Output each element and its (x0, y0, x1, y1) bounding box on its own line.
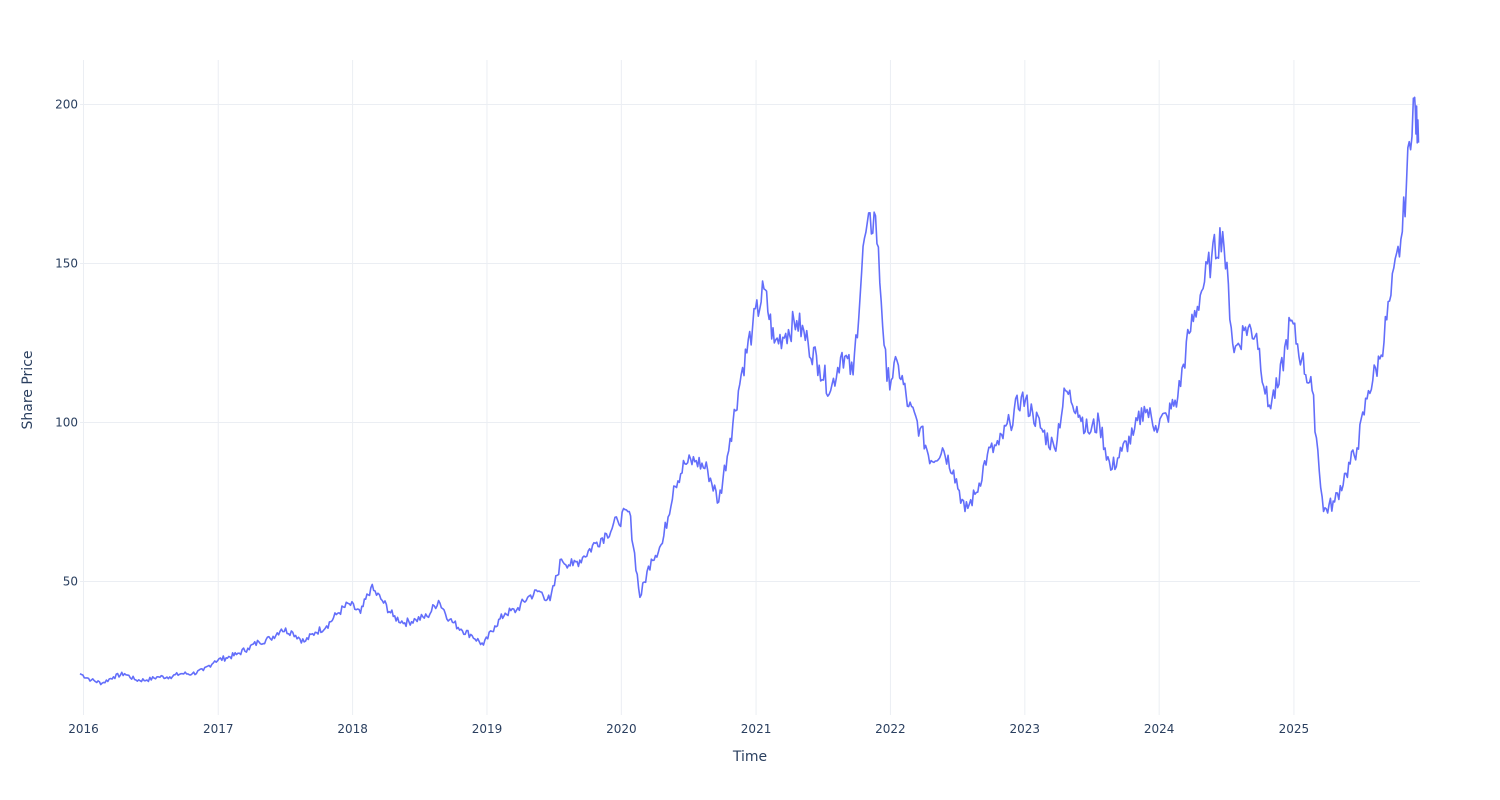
y-tick-label: 150 (55, 256, 78, 270)
x-axis-tick-labels: 2016 2017 2018 2019 2020 2021 2022 2023 2024 2025 (68, 722, 1309, 736)
y-tick-label: 200 (55, 98, 78, 112)
x-tick-label: 2023 (1010, 722, 1041, 736)
x-gridlines (83, 60, 1295, 715)
x-axis-title: Time (732, 749, 767, 765)
y-tick-label: 100 (55, 415, 78, 429)
y-axis-title: Share Price (20, 350, 36, 429)
x-tick-label: 2021 (741, 722, 772, 736)
y-axis-tick-labels: 50 100 150 200 (55, 98, 78, 589)
y-gridlines (80, 104, 1420, 582)
x-tick-label: 2018 (337, 722, 368, 736)
x-tick-label: 2025 (1279, 722, 1310, 736)
x-tick-label: 2017 (203, 722, 234, 736)
x-tick-label: 2019 (472, 722, 503, 736)
y-tick-label: 50 (63, 574, 78, 588)
x-tick-label: 2020 (606, 722, 637, 736)
x-tick-label: 2024 (1144, 722, 1175, 736)
x-tick-label: 2016 (68, 722, 99, 736)
x-tick-label: 2022 (875, 722, 906, 736)
share-price-series-line (79, 96, 1420, 686)
